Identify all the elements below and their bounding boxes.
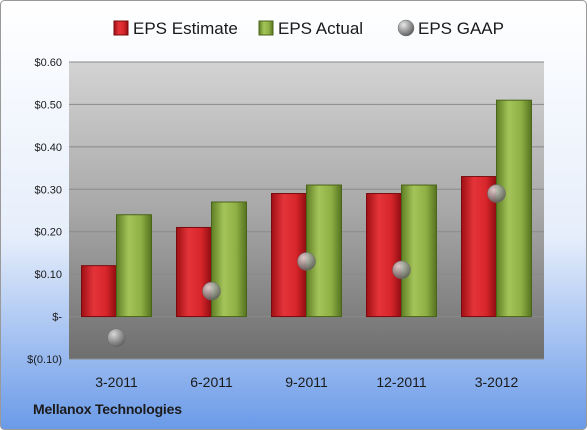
y-tick-label: $(0.10): [27, 354, 62, 366]
x-tick-label: 6-2011: [190, 374, 233, 390]
marker-eps-gaap: [107, 328, 126, 348]
y-tick-label: $0.30: [34, 184, 62, 196]
marker-eps-gaap: [297, 252, 316, 271]
y-tick-label: $0.20: [34, 227, 62, 239]
legend-label: EPS Estimate: [133, 19, 238, 38]
bar-eps-actual: [306, 184, 342, 318]
marker-eps-gaap: [392, 260, 411, 280]
legend-swatch-eps-estimate: [113, 20, 129, 36]
legend-label: EPS Actual: [278, 19, 363, 38]
bars: [81, 99, 532, 318]
y-tick-label: $-: [52, 312, 62, 324]
bar-eps-actual: [211, 201, 247, 318]
company-label: Mellanox Technologies: [33, 401, 182, 417]
y-tick-label: $0.10: [34, 269, 62, 281]
bar-eps-estimate: [366, 193, 402, 318]
bar-eps-actual: [401, 184, 437, 318]
legend: EPS Estimate EPS Actual EPS GAAP: [113, 19, 504, 38]
legend-label: EPS GAAP: [418, 19, 504, 38]
marker-eps-gaap: [487, 184, 506, 203]
bar-eps-actual: [116, 214, 152, 318]
x-tick-label: 3-2012: [475, 374, 519, 390]
x-axis-labels: 3-2011 6-2011 9-2011 12-2011 3-2012: [95, 374, 518, 390]
marker-eps-gaap: [202, 281, 221, 301]
y-tick-label: $0.40: [34, 142, 62, 154]
x-tick-label: 9-2011: [285, 374, 328, 390]
x-tick-label: 3-2011: [95, 374, 138, 390]
y-tick-label: $0.60: [34, 57, 62, 69]
y-axis-labels: $0.60 $0.50 $0.40 $0.30 $0.20 $0.10 $- $(0.10): [27, 57, 62, 366]
legend-swatch-eps-gaap: [397, 19, 415, 37]
y-tick-label: $0.50: [34, 99, 62, 111]
gaap-markers: [107, 184, 506, 348]
bar-eps-estimate: [81, 265, 117, 318]
bar-eps-estimate: [176, 226, 212, 318]
legend-swatch-eps-actual: [258, 20, 274, 36]
x-tick-label: 12-2011: [376, 374, 427, 390]
bar-eps-actual: [496, 99, 532, 318]
